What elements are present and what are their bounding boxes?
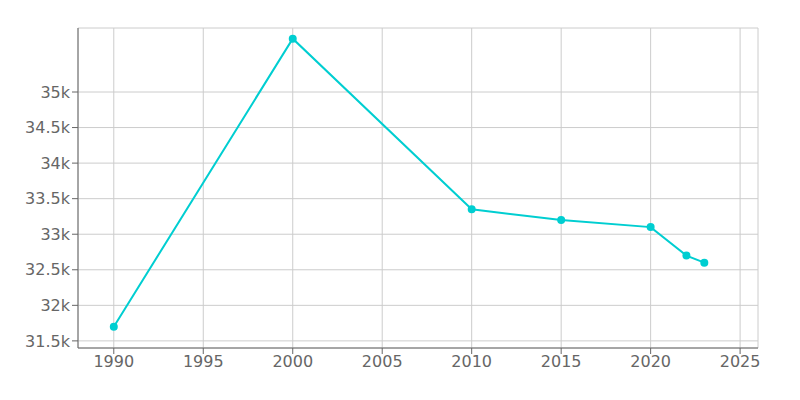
svg-text:1995: 1995 <box>183 352 224 371</box>
svg-text:1990: 1990 <box>93 352 134 371</box>
svg-text:34k: 34k <box>40 154 70 173</box>
svg-text:2020: 2020 <box>630 352 671 371</box>
svg-text:2015: 2015 <box>541 352 582 371</box>
svg-text:34.5k: 34.5k <box>25 118 71 137</box>
svg-text:32k: 32k <box>40 296 70 315</box>
svg-text:2005: 2005 <box>362 352 403 371</box>
svg-text:2010: 2010 <box>451 352 492 371</box>
svg-text:2025: 2025 <box>720 352 761 371</box>
svg-text:35k: 35k <box>40 83 70 102</box>
svg-text:2000: 2000 <box>272 352 313 371</box>
svg-text:33.5k: 33.5k <box>25 189 71 208</box>
svg-text:33k: 33k <box>40 225 70 244</box>
svg-text:32.5k: 32.5k <box>25 260 71 279</box>
svg-text:31.5k: 31.5k <box>25 332 71 351</box>
